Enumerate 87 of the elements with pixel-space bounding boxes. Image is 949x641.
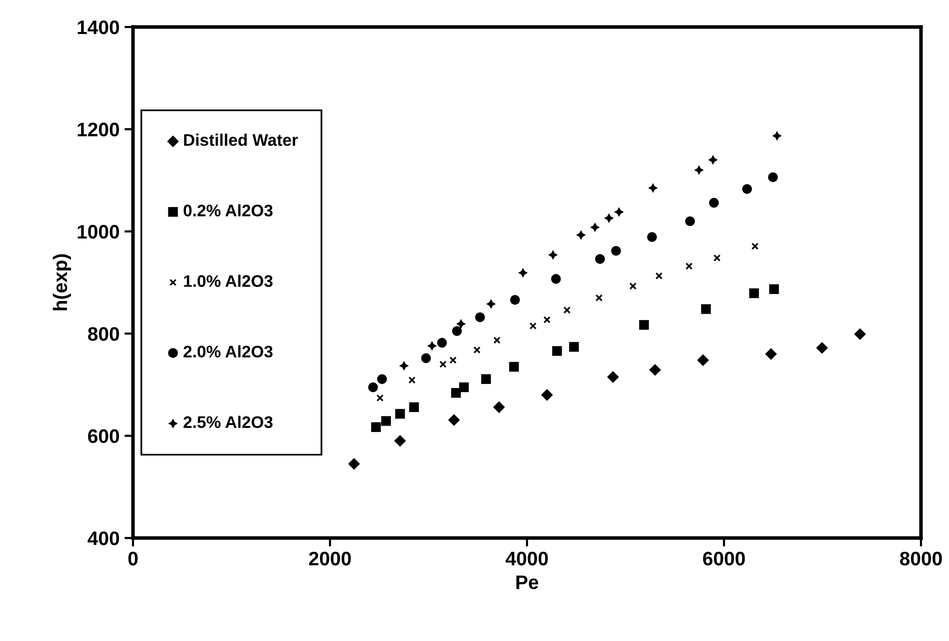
point: [493, 336, 501, 344]
point: [452, 326, 462, 336]
point: [685, 262, 693, 270]
point: [448, 414, 460, 426]
y-tick-label: 400: [88, 531, 120, 546]
point: [701, 304, 711, 314]
point: [509, 362, 519, 372]
point: [563, 306, 571, 314]
x-tick-label: 4000: [506, 552, 548, 566]
point: [611, 246, 621, 256]
point: [685, 216, 695, 226]
point: [648, 183, 658, 193]
x-tick-label: 6000: [703, 552, 745, 566]
y-tick-label: 1400: [78, 20, 120, 34]
x-tick-label: 2000: [309, 552, 351, 566]
point: [371, 422, 381, 432]
point: [614, 207, 624, 217]
point: [816, 342, 828, 354]
point: [395, 408, 405, 419]
point: [543, 316, 551, 324]
point: [475, 312, 485, 322]
point: [769, 284, 779, 294]
point: [518, 268, 528, 278]
point: [649, 364, 661, 376]
point: [439, 360, 447, 368]
point: [381, 416, 391, 426]
point: [595, 294, 603, 302]
legend-label: 1.0% Al2O3: [184, 274, 273, 287]
point: [486, 299, 496, 309]
point: [552, 346, 562, 356]
point: [541, 389, 553, 401]
point: [607, 371, 619, 383]
point: [368, 382, 378, 392]
point: [576, 230, 586, 240]
point: [510, 295, 520, 305]
point: [765, 348, 777, 360]
legend-label: 0.2% Al2O3: [184, 204, 273, 216]
point: [399, 360, 409, 371]
point: [551, 274, 561, 284]
point: [529, 322, 537, 330]
y-tick-label: 600: [88, 429, 120, 444]
point: [569, 342, 579, 352]
point: [629, 282, 637, 290]
point: [376, 394, 384, 402]
point: [708, 155, 718, 165]
point: [694, 165, 704, 175]
point: [751, 242, 759, 250]
point: [709, 198, 719, 208]
point: [437, 338, 447, 348]
point: [348, 458, 360, 470]
point: [548, 250, 558, 260]
point: [377, 374, 387, 384]
y-axis-title: h(exp): [52, 254, 71, 310]
y-tick-label: 1200: [78, 122, 120, 136]
point: [854, 328, 866, 340]
point: [449, 356, 457, 364]
point: [742, 184, 752, 194]
point: [749, 288, 759, 298]
x-tick-label: 8000: [900, 552, 942, 566]
point: [456, 319, 466, 329]
point: [604, 213, 614, 223]
point: [697, 354, 709, 366]
legend-label: 2.0% Al2O3: [184, 345, 273, 358]
point: [421, 353, 431, 363]
y-tick-label: 1000: [78, 224, 120, 239]
legend-label: Distilled Water: [184, 134, 298, 146]
point: [655, 272, 663, 280]
point: [768, 172, 778, 182]
point: [427, 341, 437, 351]
point: [481, 374, 491, 384]
point: [647, 232, 657, 242]
point: [459, 382, 469, 392]
point: [394, 435, 406, 447]
point: [639, 320, 649, 330]
x-axis-title: Pe: [516, 576, 538, 590]
point: [590, 222, 600, 232]
point: [713, 254, 721, 262]
point: [493, 401, 505, 414]
point: [451, 388, 461, 398]
point: [772, 130, 782, 141]
y-tick-label: 800: [88, 327, 120, 341]
point: [595, 254, 605, 264]
point: [408, 376, 416, 384]
point: [473, 346, 481, 354]
legend-label: 2.5% Al2O3: [184, 416, 273, 428]
point: [409, 402, 419, 412]
x-tick-label: 0: [128, 552, 138, 566]
